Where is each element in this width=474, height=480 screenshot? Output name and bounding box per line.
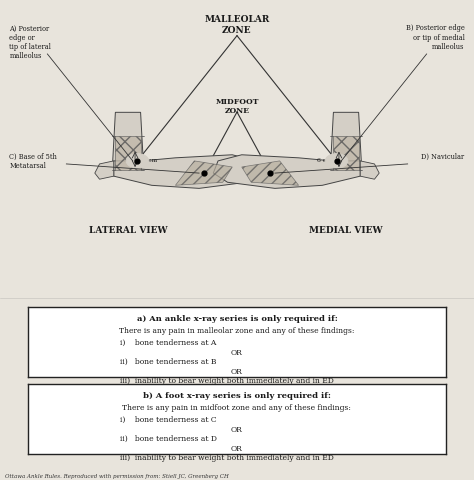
Text: LATERAL VIEW: LATERAL VIEW — [89, 226, 167, 235]
Text: i)    bone tenderness at C: i) bone tenderness at C — [120, 415, 217, 423]
Text: A) Posterior
edge or
tip of lateral
malleolus: A) Posterior edge or tip of lateral mall… — [9, 24, 51, 60]
Polygon shape — [175, 162, 232, 186]
Text: There is any pain in malleolar zone and any of these findings:: There is any pain in malleolar zone and … — [119, 326, 355, 334]
Text: Ottawa Ankle Rules. Reproduced with permission from: Stiell JC, Greenberg CH: Ottawa Ankle Rules. Reproduced with perm… — [5, 473, 228, 478]
Text: There is any pain in midfoot zone and any of these findings:: There is any pain in midfoot zone and an… — [122, 403, 352, 411]
Text: i)    bone tenderness at A: i) bone tenderness at A — [120, 338, 217, 347]
Text: C) Base of 5th
Metatarsal: C) Base of 5th Metatarsal — [9, 153, 57, 169]
Polygon shape — [360, 162, 379, 180]
Polygon shape — [112, 137, 144, 171]
Polygon shape — [95, 162, 114, 180]
Text: b) A foot x-ray series is only required if:: b) A foot x-ray series is only required … — [143, 391, 331, 399]
Text: B) Posterior edge
or tip of medial
malleolus: B) Posterior edge or tip of medial malle… — [406, 24, 465, 51]
Text: MIDFOOT
ZONE: MIDFOOT ZONE — [215, 97, 259, 115]
Polygon shape — [242, 162, 299, 186]
Circle shape — [325, 154, 348, 169]
Text: OR: OR — [231, 425, 243, 433]
Text: MALLEOLAR
ZONE: MALLEOLAR ZONE — [204, 15, 270, 35]
Text: OR: OR — [231, 444, 243, 452]
Text: 6 cm: 6 cm — [142, 157, 157, 163]
Circle shape — [126, 154, 149, 169]
Text: ii)   bone tenderness at B: ii) bone tenderness at B — [120, 357, 217, 365]
Text: D) Navicular: D) Navicular — [421, 153, 465, 160]
Polygon shape — [330, 137, 362, 171]
Polygon shape — [213, 156, 360, 189]
Text: a) An ankle x-ray series is only required if:: a) An ankle x-ray series is only require… — [137, 314, 337, 322]
Text: MEDIAL VIEW: MEDIAL VIEW — [309, 226, 383, 235]
Text: OR: OR — [231, 367, 243, 375]
Polygon shape — [114, 156, 261, 189]
Text: ii)   bone tenderness at D: ii) bone tenderness at D — [120, 434, 217, 442]
Text: iii)  inability to bear weight both immediately and in ED: iii) inability to bear weight both immed… — [120, 453, 334, 461]
Text: iii)  inability to bear weight both immediately and in ED: iii) inability to bear weight both immed… — [120, 376, 334, 384]
Text: OR: OR — [231, 348, 243, 356]
Text: 6 cm: 6 cm — [317, 157, 332, 163]
Polygon shape — [330, 113, 362, 171]
Polygon shape — [112, 113, 144, 171]
